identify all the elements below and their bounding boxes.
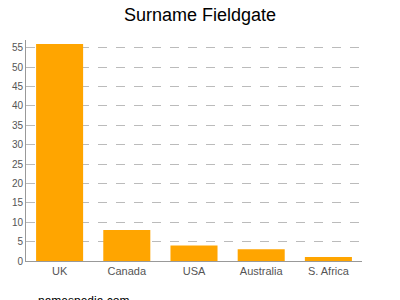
svg-text:15: 15 (12, 197, 24, 208)
svg-text:55: 55 (12, 42, 24, 53)
svg-text:25: 25 (12, 159, 24, 170)
svg-text:35: 35 (12, 120, 24, 131)
svg-text:Surname Fieldgate: Surname Fieldgate (124, 5, 276, 25)
svg-text:S. Africa: S. Africa (308, 265, 350, 277)
svg-text:namespedia.com: namespedia.com (38, 294, 129, 300)
svg-text:50: 50 (12, 62, 24, 73)
svg-text:45: 45 (12, 81, 24, 92)
svg-text:10: 10 (12, 217, 24, 228)
svg-text:5: 5 (17, 236, 23, 247)
svg-text:30: 30 (12, 139, 24, 150)
svg-text:20: 20 (12, 178, 24, 189)
svg-text:USA: USA (183, 265, 206, 277)
svg-text:Canada: Canada (108, 265, 147, 277)
svg-text:UK: UK (52, 265, 68, 277)
svg-text:Australia: Australia (240, 265, 284, 277)
svg-text:0: 0 (17, 256, 23, 267)
svg-text:40: 40 (12, 100, 24, 111)
